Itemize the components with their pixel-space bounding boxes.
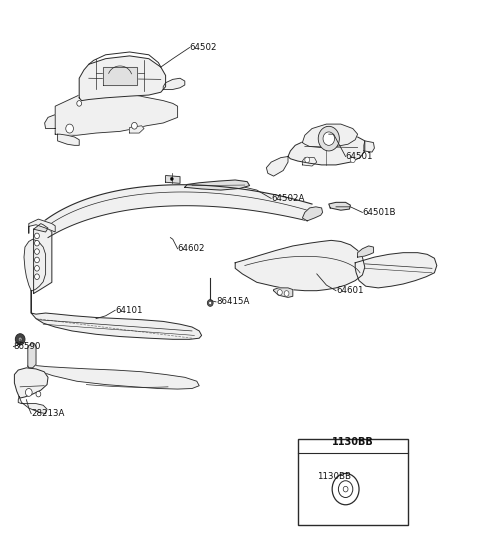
Polygon shape: [163, 78, 185, 89]
Circle shape: [15, 334, 25, 345]
Polygon shape: [29, 219, 55, 233]
Polygon shape: [28, 344, 36, 368]
Circle shape: [323, 132, 335, 145]
Circle shape: [35, 266, 39, 271]
Polygon shape: [274, 288, 293, 297]
Circle shape: [350, 157, 355, 163]
Polygon shape: [34, 224, 48, 232]
FancyBboxPatch shape: [298, 439, 408, 525]
Polygon shape: [103, 67, 137, 85]
Circle shape: [284, 291, 289, 296]
Polygon shape: [31, 364, 199, 389]
Circle shape: [305, 157, 310, 163]
Polygon shape: [364, 141, 374, 152]
Circle shape: [18, 337, 22, 342]
Polygon shape: [34, 226, 52, 293]
Text: 64601: 64601: [336, 286, 363, 295]
Circle shape: [343, 486, 348, 492]
Circle shape: [66, 124, 73, 133]
Polygon shape: [288, 134, 365, 165]
Text: 1130BB: 1130BB: [317, 472, 351, 481]
Text: 86590: 86590: [13, 342, 41, 351]
Polygon shape: [14, 368, 48, 398]
Polygon shape: [166, 176, 180, 183]
Polygon shape: [18, 397, 47, 414]
Polygon shape: [358, 246, 373, 257]
Circle shape: [338, 481, 353, 498]
Polygon shape: [355, 253, 437, 288]
Text: 86415A: 86415A: [216, 297, 250, 306]
Polygon shape: [302, 207, 323, 221]
Circle shape: [36, 391, 41, 397]
Circle shape: [332, 473, 359, 505]
Polygon shape: [24, 239, 46, 291]
Circle shape: [35, 274, 39, 280]
Text: 64602: 64602: [178, 244, 205, 253]
Polygon shape: [55, 89, 178, 135]
Text: 64101: 64101: [115, 306, 143, 315]
Polygon shape: [266, 157, 288, 176]
Polygon shape: [31, 291, 202, 339]
Circle shape: [277, 290, 282, 295]
Polygon shape: [185, 180, 250, 190]
Polygon shape: [45, 115, 55, 129]
Polygon shape: [79, 56, 166, 101]
Circle shape: [77, 101, 82, 106]
Polygon shape: [235, 240, 365, 291]
Circle shape: [132, 122, 137, 129]
Circle shape: [35, 257, 39, 263]
Polygon shape: [58, 134, 79, 145]
Circle shape: [25, 389, 32, 396]
Polygon shape: [329, 202, 350, 210]
Circle shape: [209, 301, 212, 305]
Text: 28213A: 28213A: [31, 409, 65, 418]
Polygon shape: [130, 126, 144, 133]
Text: 64502: 64502: [190, 43, 217, 52]
Circle shape: [207, 300, 213, 306]
Polygon shape: [41, 184, 312, 238]
Circle shape: [35, 233, 39, 239]
Text: 64501B: 64501B: [362, 208, 396, 217]
Text: 64502A: 64502A: [271, 194, 305, 203]
Circle shape: [35, 240, 39, 246]
Circle shape: [170, 177, 173, 181]
Text: 1130BB: 1130BB: [332, 437, 373, 447]
Circle shape: [318, 126, 339, 151]
Circle shape: [35, 249, 39, 254]
Text: 64501: 64501: [346, 152, 373, 161]
Polygon shape: [302, 124, 358, 148]
Polygon shape: [302, 158, 317, 166]
